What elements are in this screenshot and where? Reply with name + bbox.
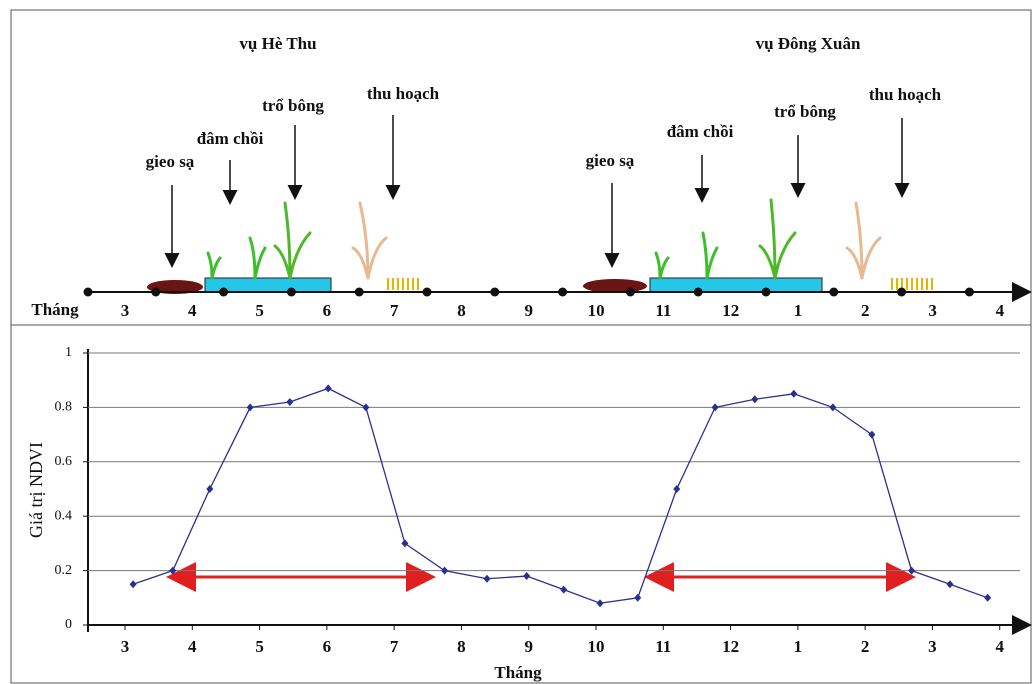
ndvi-point (483, 574, 491, 583)
stage-label: gieo sạ (146, 152, 195, 171)
stage-label: thu hoạch (367, 84, 440, 103)
timeline-dot (354, 287, 364, 297)
timeline-dot (490, 287, 500, 297)
ndvi-point (246, 403, 254, 412)
timeline-diagram: vụ Hè Thu vụ Đông Xuân Tháng gieo sạđâm … (31, 34, 1032, 320)
x-tick-label: 7 (390, 637, 399, 656)
x-tick-label: 11 (655, 637, 671, 656)
ndvi-point (401, 539, 409, 548)
timeline-dot (151, 287, 161, 297)
timeline-dot (625, 287, 635, 297)
ndvi-chart: Giá trị NDVI Tháng 0 0.2 0.4 0.6 0.8 1 3 4 5 6 7 8 9… (26, 345, 1032, 682)
ndvi-point (908, 566, 916, 575)
ndvi-point (829, 403, 837, 412)
ndvi-point (634, 593, 642, 602)
x-tick-label: 3 (121, 637, 130, 656)
x-tick-label: 6 (323, 637, 332, 656)
stage-label: đâm chồi (197, 129, 264, 148)
month-label: 6 (323, 301, 332, 320)
month-label: 3 (928, 301, 937, 320)
ndvi-point (751, 395, 759, 404)
month-label: 4 (188, 301, 197, 320)
month-label: 1 (794, 301, 803, 320)
month-label: 8 (457, 301, 466, 320)
timeline-dot (422, 287, 432, 297)
soil (583, 279, 647, 293)
x-tick-label: 9 (524, 637, 533, 656)
month-label: 7 (390, 301, 399, 320)
y-axis-title: Giá trị NDVI (26, 442, 46, 538)
bottom-panel (10, 324, 1032, 684)
month-label: 12 (722, 301, 739, 320)
soil (147, 280, 203, 294)
ndvi-point (711, 403, 719, 412)
x-tick-label: 3 (928, 637, 937, 656)
month-label: 5 (255, 301, 264, 320)
y-tick-label: 0.8 (55, 400, 73, 415)
timeline-dot (964, 287, 974, 297)
timeline-dot (829, 287, 839, 297)
month-label: 2 (861, 301, 870, 320)
stage-label: trổ bông (262, 96, 324, 115)
ndvi-point (129, 580, 137, 589)
ndvi-point (868, 430, 876, 439)
y-tick-label: 0.4 (55, 508, 73, 523)
season-title: vụ Đông Xuân (756, 34, 861, 53)
stage-label: trổ bông (774, 102, 836, 121)
x-tick-label: 4 (995, 637, 1004, 656)
x-tick-label: 2 (861, 637, 870, 656)
ndvi-point (362, 403, 370, 412)
ndvi-point (596, 599, 604, 608)
y-tick-label: 0.6 (55, 454, 73, 469)
stage-label: thu hoạch (869, 85, 942, 104)
x-tick-label: 8 (457, 637, 466, 656)
rice-plants (206, 198, 882, 280)
timeline-dot (286, 287, 296, 297)
ndvi-point (673, 485, 681, 493)
timeline-dot (558, 287, 568, 297)
field (649, 277, 823, 293)
ndvi-point (946, 580, 954, 589)
ndvi-point (984, 593, 992, 602)
ndvi-point (169, 566, 177, 575)
ndvi-point (790, 389, 798, 398)
month-label: 4 (996, 301, 1005, 320)
y-tick-label: 0 (65, 617, 72, 632)
timeline-label: Tháng (31, 300, 79, 319)
month-label: 3 (121, 301, 130, 320)
ndvi-point (523, 572, 531, 581)
timeline-dot (897, 287, 907, 297)
month-label: 9 (525, 301, 534, 320)
month-label: 11 (655, 301, 671, 320)
x-tick-label: 4 (188, 637, 197, 656)
stage-label: đâm chồi (667, 122, 734, 141)
y-tick-label: 0.2 (55, 563, 73, 578)
x-axis-title: Tháng (494, 663, 542, 682)
season-title: vụ Hè Thu (239, 34, 316, 53)
timeline-dot (83, 287, 93, 297)
month-label: 10 (588, 301, 605, 320)
ndvi-point (206, 485, 214, 493)
ndvi-point (441, 566, 449, 575)
x-tick-label: 1 (794, 637, 803, 656)
timeline-dot (693, 287, 703, 297)
stage-label: gieo sạ (586, 151, 635, 170)
ndvi-point (560, 585, 568, 594)
ndvi-point (324, 384, 332, 393)
x-tick-label: 10 (588, 637, 605, 656)
x-tick-label: 5 (255, 637, 264, 656)
stubble (387, 278, 933, 290)
timeline-dot (219, 287, 229, 297)
timeline-dot (761, 287, 771, 297)
y-tick-label: 1 (65, 345, 72, 360)
x-tick-label: 12 (722, 637, 739, 656)
ndvi-point (286, 397, 294, 406)
